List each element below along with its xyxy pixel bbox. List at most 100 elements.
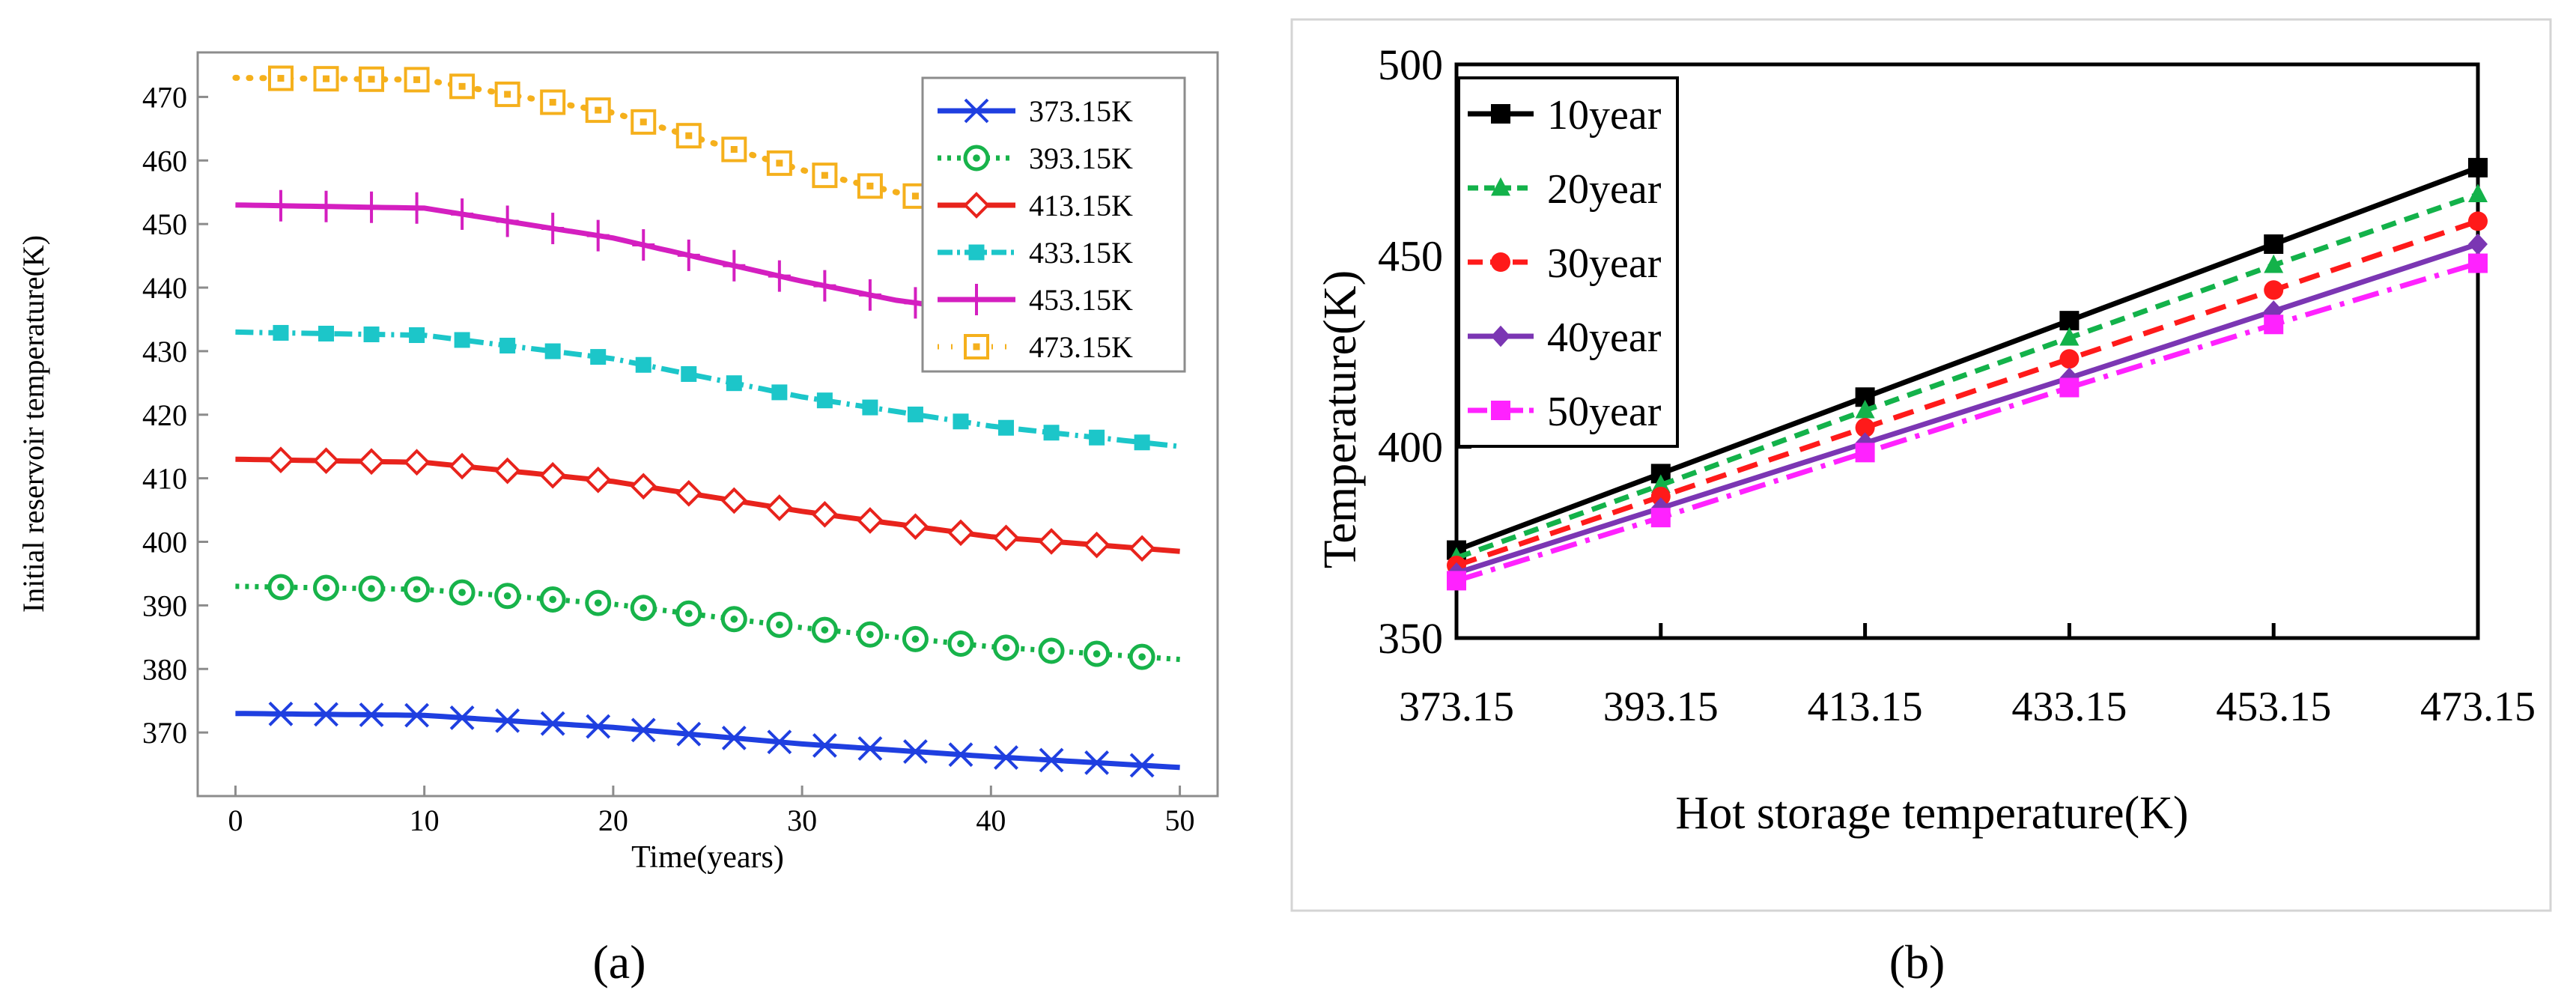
panel-b-legend-label: 10year [1547,92,1662,139]
panel-b-x-tick-label: 373.15 [1399,684,1514,730]
panel-b-x-tick-label: 413.15 [1808,684,1923,730]
panel-a-marker [1084,640,1111,667]
panel-a-marker [314,702,338,727]
panel-a-marker [630,595,657,622]
panel-a-marker [267,574,294,601]
panel-a-marker [267,446,294,474]
panel-b-series-line [1455,261,2479,583]
panel-a-legend-label: 453.15K [1029,283,1133,317]
panel-a-marker [585,97,611,124]
panel-a-marker [454,332,470,348]
panel-a-legend-label: 373.15K [1029,94,1133,128]
panel-b-marker [1855,399,1875,419]
panel-a-series-line [235,711,1180,771]
panel-a-series-433.15K [235,324,1180,451]
panel-a-marker [902,625,929,652]
panel-a-marker [676,721,702,747]
panel-b-series-line [1455,192,2479,561]
panel-a-marker [544,343,561,359]
panel-b-marker [2468,157,2488,177]
panel-a-marker [404,702,429,728]
panel-a-legend-marker [964,334,989,359]
panel-a-marker [812,733,837,758]
panel-a-x-tick-label: 0 [228,804,243,837]
panel-b-series-50year [1447,253,2488,591]
panel-b-legend-marker [1491,104,1510,124]
panel-a-marker [766,611,793,638]
panel-a-legend-label: 393.15K [1029,142,1133,175]
panel-a-series-line [235,329,1180,449]
panel-a-marker [585,589,612,616]
panel-a-marker [631,109,657,135]
panel-b-legend-label: 50year [1547,389,1662,435]
panel-a-y-tick-label: 380 [142,652,187,686]
panel-a-legend-label: 413.15K [1029,189,1133,222]
panel-b-legend-marker [1491,325,1510,347]
panel-a-marker [721,726,747,750]
panel-a-legend-marker [965,284,988,315]
panel-a-marker [766,150,792,176]
panel-a-y-tick-label: 420 [142,398,187,432]
panel-a-marker [358,575,385,602]
panel-a-marker [953,413,969,430]
panel-b-x-tick-label: 453.15 [2216,684,2331,730]
panel-a-series-line [235,456,1180,554]
panel-a-marker [269,189,292,222]
panel-a-marker [857,736,883,761]
panel-b-y-axis-title: Temperature(K) [1315,270,1366,568]
panel-a-marker [723,249,746,282]
panel-a-marker [947,630,974,657]
panel-a-marker [1038,528,1065,555]
panel-b-label: (b) [1889,935,1945,989]
panel-a-marker [359,66,385,92]
panel-a-marker [360,191,383,223]
panel-a-marker [494,583,521,610]
panel-a-marker [1043,425,1060,441]
panel-a-marker [273,324,289,341]
panel-a-marker [318,325,335,341]
panel-a-marker [449,705,475,730]
panel-a-y-tick-label: 430 [142,335,187,368]
panel-a-marker [267,65,294,91]
panel-a-chart: 0 10 20 30 40 50 370 380 390 400 410 420 430 440 450 46… [16,51,1219,875]
panel-a-marker [1039,747,1064,773]
panel-b-marker [1855,443,1875,463]
panel-b-series-line [1455,165,2479,553]
panel-b-marker [2468,183,2488,203]
panel-b-series-line [1455,241,2479,576]
panel-b-marker [2468,211,2488,231]
panel-b-y-tick-label: 350 [1378,614,1443,663]
panel-a-marker [858,279,881,311]
panel-a-marker [903,739,928,765]
panel-b-marker [2468,253,2488,273]
panel-b-marker [2264,254,2284,273]
panel-a-marker [857,621,884,648]
panel-b-legend-marker [1491,177,1510,196]
panel-a-marker [1038,637,1065,664]
panel-a-marker [675,600,702,627]
panel-a-marker [812,163,838,189]
panel-a-marker [767,729,792,755]
panel-a-marker [586,219,610,252]
panel-a-x-tick-label: 30 [787,804,817,837]
panel-a-legend-marker [964,98,989,124]
panel-b-marker [1855,418,1875,438]
panel-a-marker [862,399,878,416]
panel-a-series-373.15K [235,701,1180,778]
panel-b-marker [2264,280,2284,300]
panel-a-y-tick-label: 390 [142,589,187,622]
panel-b-marker [1650,508,1671,528]
panel-a-marker [590,349,607,365]
panel-a-marker [494,81,520,107]
panel-a-marker [539,461,567,489]
panel-b-x-tick-label: 393.15 [1603,684,1719,730]
panel-a-legend-marker [968,244,985,261]
panel-a-marker [358,448,385,476]
panel-a-marker [771,384,788,401]
panel-a-y-tick-label: 460 [142,144,187,177]
panel-a-marker [404,576,431,603]
panel-a-marker [1128,535,1155,562]
panel-b-marker [2059,349,2080,369]
panel-b-legend-label: 20year [1547,166,1662,213]
panel-a-series-line [235,583,1180,662]
